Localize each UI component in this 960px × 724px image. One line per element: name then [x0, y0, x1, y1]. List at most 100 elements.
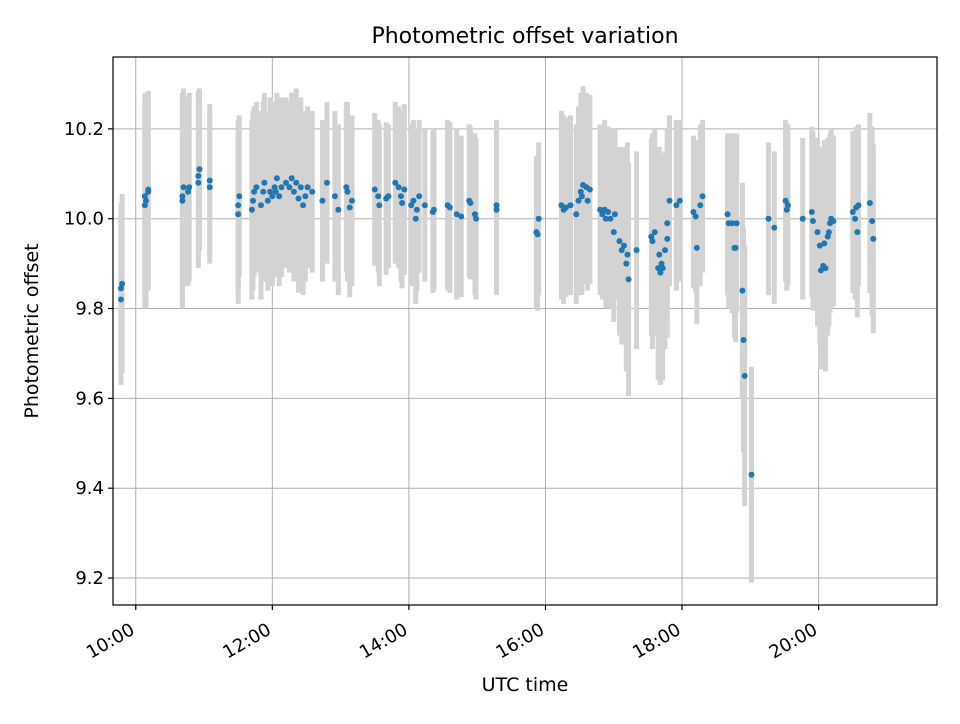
data-point	[578, 193, 585, 200]
data-points	[117, 166, 877, 478]
data-point	[269, 193, 276, 200]
data-point	[852, 215, 859, 222]
data-point	[473, 215, 480, 222]
data-point	[392, 179, 399, 186]
data-point	[577, 188, 584, 195]
y-tick-label: 9.8	[75, 299, 104, 320]
data-point	[235, 211, 242, 218]
data-point	[302, 193, 309, 200]
y-tick-label: 10.2	[64, 119, 104, 140]
data-point	[119, 280, 126, 287]
data-point	[401, 186, 408, 193]
data-point	[821, 240, 828, 247]
data-point	[236, 193, 243, 200]
data-point	[235, 202, 242, 209]
data-point	[729, 220, 736, 227]
data-point	[866, 199, 873, 206]
data-point	[657, 269, 664, 276]
data-point	[771, 224, 778, 231]
data-point	[446, 204, 453, 211]
data-point	[623, 260, 630, 267]
data-point	[625, 276, 632, 283]
data-point	[741, 372, 748, 379]
data-point	[659, 265, 666, 272]
data-point	[567, 202, 574, 209]
data-point	[309, 188, 316, 195]
data-point	[261, 179, 268, 186]
data-point	[397, 193, 404, 200]
data-point	[412, 215, 419, 222]
data-point	[286, 184, 293, 191]
data-point	[799, 215, 806, 222]
data-point	[385, 193, 392, 200]
data-point	[690, 208, 697, 215]
data-point	[765, 215, 772, 222]
data-point	[825, 229, 832, 236]
data-point	[276, 193, 283, 200]
data-point	[658, 260, 665, 267]
data-point	[816, 242, 823, 249]
data-point	[814, 229, 821, 236]
data-point	[849, 208, 856, 215]
data-point	[870, 235, 877, 242]
data-point	[656, 251, 663, 258]
data-point	[458, 213, 465, 220]
data-point	[260, 188, 267, 195]
data-point	[673, 202, 680, 209]
data-point	[618, 247, 625, 254]
chart-title: Photometric offset variation	[371, 24, 678, 49]
data-point	[724, 211, 731, 218]
y-tick-label: 9.6	[75, 388, 104, 409]
data-point	[249, 197, 256, 204]
data-point	[664, 220, 671, 227]
data-point	[180, 184, 187, 191]
data-point	[117, 285, 124, 292]
data-point	[732, 244, 739, 251]
data-point	[264, 197, 271, 204]
data-point	[693, 244, 700, 251]
data-point	[278, 184, 285, 191]
data-point	[697, 202, 704, 209]
data-point	[195, 179, 202, 186]
data-point	[822, 265, 829, 272]
data-point	[740, 336, 747, 343]
data-point	[288, 175, 295, 182]
data-point	[692, 213, 699, 220]
y-axis-label: Photometric offset	[21, 243, 43, 418]
data-point	[319, 197, 326, 204]
plot-frame	[112, 56, 938, 606]
data-point	[733, 220, 740, 227]
data-point	[179, 197, 186, 204]
data-point	[467, 199, 474, 206]
data-point	[855, 202, 862, 209]
data-point	[854, 229, 861, 236]
data-point	[376, 202, 383, 209]
data-point	[344, 188, 351, 195]
data-point	[335, 206, 342, 213]
data-point	[471, 211, 478, 218]
data-point	[185, 188, 192, 195]
data-point	[605, 208, 612, 215]
data-point	[196, 166, 203, 173]
data-point	[664, 235, 671, 242]
y-tick-label: 9.2	[75, 568, 104, 589]
data-point	[748, 471, 755, 478]
data-point	[602, 215, 609, 222]
data-point	[331, 193, 338, 200]
data-point	[253, 184, 260, 191]
data-point	[371, 186, 378, 193]
data-point	[783, 206, 790, 213]
data-point	[346, 204, 353, 211]
data-point	[413, 206, 420, 213]
data-point	[251, 188, 258, 195]
data-point	[869, 217, 876, 224]
data-point	[599, 211, 606, 218]
data-point	[248, 206, 255, 213]
data-point	[206, 177, 213, 184]
data-point	[611, 211, 618, 218]
data-point	[534, 231, 541, 238]
y-tick-label: 9.4	[75, 478, 104, 499]
data-point	[808, 208, 815, 215]
